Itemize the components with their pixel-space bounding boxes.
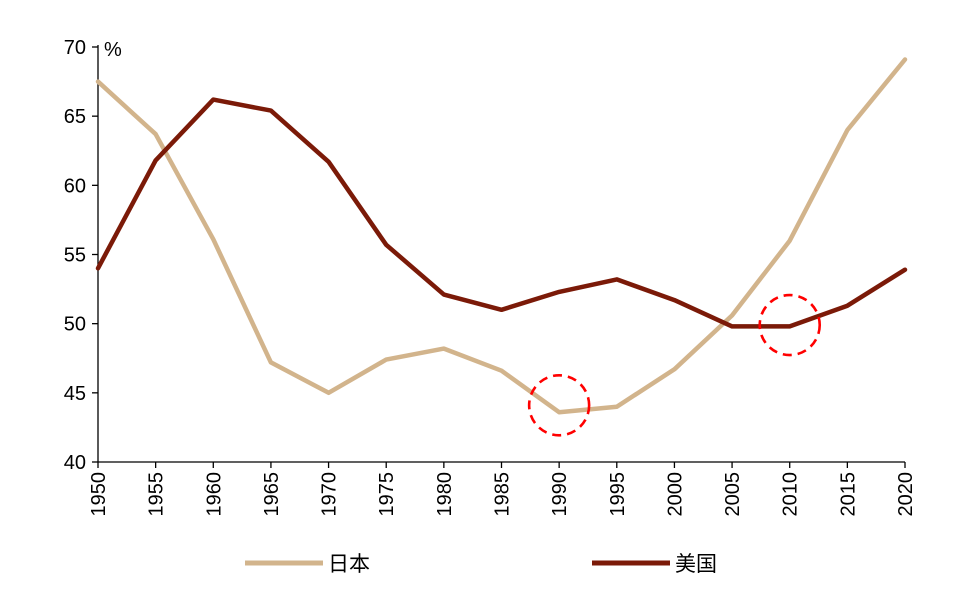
y-tick-label: 45	[64, 383, 86, 405]
x-tick-label: 1955	[146, 472, 168, 517]
y-tick-label: 65	[64, 106, 86, 128]
x-tick-label: 1995	[607, 472, 629, 517]
x-tick-label: 1960	[203, 472, 225, 517]
annotation-layer	[527, 293, 822, 437]
y-tick-label: 55	[64, 245, 86, 267]
x-tick-label: 2000	[664, 472, 686, 517]
highlight-circle	[758, 293, 822, 357]
x-tick-label: 1970	[319, 472, 341, 517]
y-tick-label: 60	[64, 175, 86, 197]
x-tick-label: 2005	[722, 472, 744, 517]
legend-label: 日本	[328, 552, 370, 576]
x-tick-label: 1965	[261, 472, 283, 517]
x-tick-label: 2015	[837, 472, 859, 517]
series-layer	[95, 57, 908, 415]
y-tick-label: 40	[64, 452, 86, 474]
legend: 日本 美国	[245, 552, 717, 576]
y-tick-label: 50	[64, 314, 86, 336]
y-unit-label: %	[104, 39, 122, 61]
x-tick-label: 1990	[549, 472, 571, 517]
legend-label: 美国	[675, 552, 717, 576]
x-tick-label: 1975	[376, 472, 398, 517]
x-tick-label: 2020	[895, 472, 917, 517]
x-axis: 1950 1955 1960 1965 1970 1975 1980 1985 1990 1995…	[88, 461, 917, 517]
series-line-2	[95, 97, 908, 329]
x-tick-label: 1950	[88, 472, 110, 517]
x-tick-label: 1985	[492, 472, 514, 517]
highlight-circle	[527, 373, 591, 437]
y-axis: 40 45 50 55 60 65 70	[64, 37, 99, 474]
x-tick-label: 2010	[780, 472, 802, 517]
series-line-1	[95, 57, 908, 415]
y-tick-label: 70	[64, 37, 86, 59]
x-tick-label: 1980	[434, 472, 456, 517]
